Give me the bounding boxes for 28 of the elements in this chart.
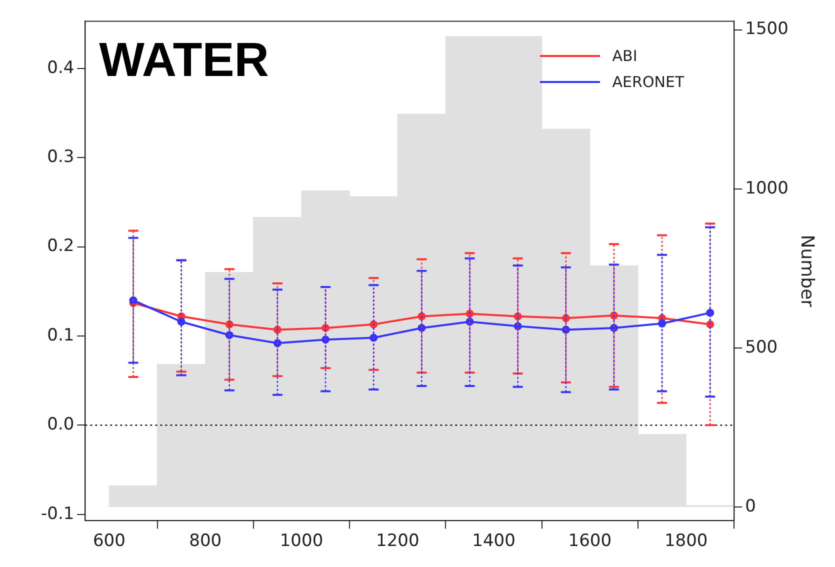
point <box>273 339 282 348</box>
x-tick-label: 1400 <box>472 531 516 552</box>
y2-tick-label: 500 <box>745 338 778 358</box>
y2-axis-title: Number <box>796 234 818 308</box>
point <box>706 308 714 317</box>
y-tick-label: 0.0 <box>47 414 74 435</box>
y-tick-label: 0.3 <box>47 147 74 168</box>
point <box>322 336 330 344</box>
x-tick-label: 600 <box>92 531 126 552</box>
point <box>370 334 378 342</box>
point <box>658 320 666 328</box>
y2-tick-label: 1000 <box>745 178 788 198</box>
chart-title: WATER <box>99 33 269 88</box>
x-tick-label: 1800 <box>664 531 708 552</box>
x-tick-label: 800 <box>189 531 222 552</box>
y2-tick-label: 1500 <box>745 19 788 40</box>
point <box>370 320 378 328</box>
legend-label: ABI <box>612 47 638 66</box>
x-tick-label: 1600 <box>568 531 612 552</box>
y2-tick-label: 0 <box>745 496 756 517</box>
legend-label: AERONET <box>612 73 684 92</box>
y-tick-label: 0.1 <box>47 325 74 346</box>
x-tick-label: 1200 <box>376 531 420 552</box>
x-tick-label: 1000 <box>280 531 324 552</box>
y-tick-label: -0.1 <box>41 504 74 524</box>
point <box>273 326 282 334</box>
y-tick-label: 0.4 <box>47 58 74 78</box>
y-tick-label: 0.2 <box>47 236 74 256</box>
